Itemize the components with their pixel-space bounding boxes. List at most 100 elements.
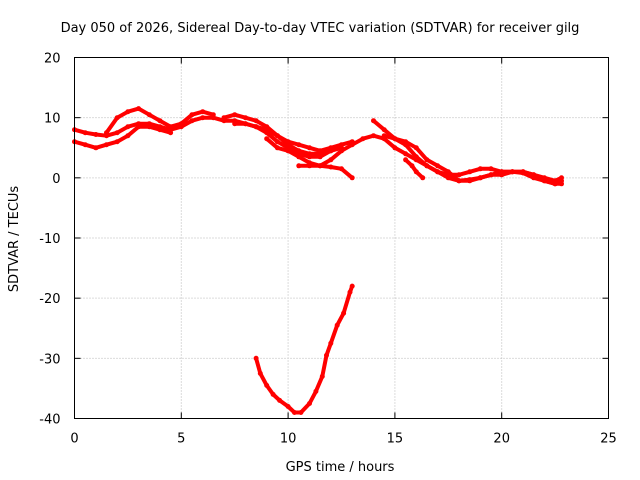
data-point [93, 132, 99, 137]
data-point [253, 355, 259, 361]
data-point [178, 121, 184, 127]
data-point [488, 172, 494, 178]
data-point [467, 169, 473, 175]
x-axis-label: GPS time / hours [286, 460, 395, 475]
data-point [339, 148, 344, 154]
data-point [114, 115, 120, 121]
data-point [307, 163, 312, 169]
data-point [114, 139, 120, 145]
data-point [200, 109, 206, 115]
data-point [499, 169, 505, 175]
data-point [82, 130, 88, 136]
data-point [339, 166, 344, 172]
data-point [296, 163, 302, 169]
data-point [435, 163, 441, 169]
series-layer [72, 106, 564, 415]
data-point [277, 397, 283, 403]
data-point [264, 136, 270, 142]
data-point [146, 124, 152, 130]
data-point [403, 157, 409, 163]
data-point [285, 148, 291, 154]
x-tick-label: 0 [70, 432, 78, 447]
data-point [136, 124, 142, 130]
series-track-k [254, 284, 355, 415]
x-tick-label: 15 [387, 432, 404, 447]
y-tick-label: -40 [39, 413, 60, 428]
data-point [221, 115, 227, 121]
data-point [324, 352, 329, 358]
data-point [319, 373, 325, 379]
series-track-j [403, 157, 425, 180]
x-tick-label: 10 [280, 432, 297, 447]
data-point [313, 388, 319, 394]
grid-layer [74, 57, 609, 419]
data-point [136, 106, 142, 112]
x-tick-label: 20 [493, 432, 510, 447]
data-point [413, 169, 419, 175]
data-point [403, 139, 409, 145]
data-point [200, 115, 206, 121]
data-point [381, 127, 387, 133]
data-point [477, 166, 483, 172]
data-point [467, 178, 473, 184]
data-point [104, 130, 109, 136]
data-point [253, 124, 259, 130]
data-point [328, 148, 334, 154]
data-point [114, 130, 120, 136]
data-point [189, 118, 195, 124]
y-tick-label: 20 [44, 52, 61, 67]
chart-title: Day 050 of 2026, Sidereal Day-to-day VTE… [61, 21, 580, 36]
data-point [424, 157, 430, 163]
data-point [242, 121, 248, 127]
y-tick-label: -30 [39, 352, 60, 367]
data-point [559, 181, 564, 187]
data-point [157, 127, 163, 133]
data-point [424, 163, 430, 169]
data-point [341, 310, 347, 316]
data-point [307, 154, 312, 160]
data-point [125, 109, 131, 115]
data-point [232, 121, 238, 127]
y-tick-label: -20 [39, 292, 60, 307]
data-point [328, 340, 334, 346]
data-point [296, 154, 302, 160]
data-point [104, 142, 109, 148]
data-point [298, 410, 304, 415]
x-tick-label: 5 [177, 432, 185, 447]
data-point [392, 145, 398, 151]
data-point [274, 139, 280, 145]
data-point [520, 169, 526, 175]
data-point [347, 289, 353, 295]
data-point [270, 391, 276, 397]
data-point [125, 133, 131, 139]
data-point [456, 178, 462, 184]
data-point [435, 169, 441, 175]
data-point [445, 169, 451, 175]
data-point [285, 404, 291, 409]
y-axis-label: SDTVAR / TECUs [7, 186, 22, 293]
data-point [157, 118, 163, 124]
data-point [274, 133, 280, 139]
y-tick-label: 0 [52, 172, 60, 187]
data-point [257, 370, 263, 376]
data-point [488, 166, 494, 172]
data-point [420, 175, 426, 181]
data-point [232, 112, 238, 118]
data-point [307, 401, 312, 406]
data-point [360, 136, 366, 142]
data-point [403, 151, 409, 157]
data-point [242, 115, 248, 121]
data-point [413, 145, 419, 151]
data-point [317, 154, 323, 160]
data-point [328, 164, 334, 170]
data-point [328, 157, 334, 163]
tick-layer: 0 5 10 15 20 25 20 10 0 -10 -20 -30 -40 [39, 52, 617, 447]
data-point [264, 130, 270, 136]
data-point [210, 112, 216, 118]
data-point [307, 145, 312, 151]
data-point [456, 172, 462, 178]
data-point [317, 163, 323, 169]
data-point [253, 118, 259, 124]
data-point [509, 169, 515, 175]
